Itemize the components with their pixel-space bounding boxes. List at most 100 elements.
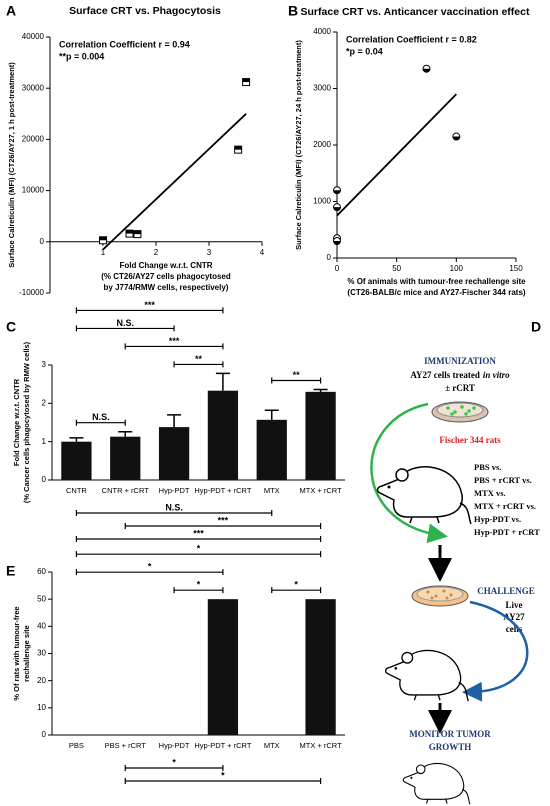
data-point <box>333 186 341 195</box>
group-line: PBS + rCRT vs. <box>474 475 532 485</box>
data-point <box>125 229 134 238</box>
x-tick-label: CNTR <box>66 486 87 495</box>
y-tick-label: -10000 <box>19 288 44 297</box>
error-bar <box>313 388 328 392</box>
group-line: Hyp-PDT + rCRT <box>474 527 540 537</box>
y-tick-label: 0 <box>40 237 45 246</box>
significance-bracket <box>124 523 322 529</box>
challenge-arrow <box>462 600 529 702</box>
y-tick-label: 20000 <box>22 135 45 144</box>
petri-dish-inner <box>436 402 484 418</box>
x-tick-label: PBS <box>69 741 84 750</box>
y-tick-label: 60 <box>37 567 46 576</box>
fit-line <box>336 93 457 217</box>
significance-label: *** <box>218 515 229 525</box>
data-point <box>422 64 431 73</box>
significance-label: ** <box>195 354 203 364</box>
y-axis-label: Fold Change w.r.t. CNTR <box>12 378 21 466</box>
bar <box>158 427 190 480</box>
significance-bracket <box>124 778 322 784</box>
rat-icon <box>384 649 470 702</box>
step-title: GROWTH <box>429 742 472 752</box>
annotation: **p = 0.004 <box>59 51 104 61</box>
bar <box>305 391 336 480</box>
marker-fill <box>242 78 250 83</box>
significance-bracket <box>124 343 224 350</box>
group-line: MTX vs. <box>474 488 506 498</box>
x-tick-label: 3 <box>207 248 212 257</box>
y-tick-label: 0 <box>42 730 47 739</box>
y-tick-label: 10 <box>37 703 46 712</box>
data-point <box>234 145 243 154</box>
y-tick-label: 2 <box>42 398 47 407</box>
data-point <box>333 237 341 246</box>
data-point <box>452 132 461 141</box>
y-tick-label: 2000 <box>313 140 331 149</box>
treatment-part: in vitro <box>483 370 510 380</box>
significance-label: * <box>221 770 225 780</box>
significance-label: N.S. <box>165 502 183 512</box>
y-axis-label: (% Cancer cells phagocytosed by RMW cell… <box>22 341 31 503</box>
x-axis-label: (CT26-BALB/c mice and AY27-Fischer 344 r… <box>347 288 525 297</box>
error-bar <box>69 437 84 442</box>
significance-bracket <box>75 569 224 576</box>
data-point <box>242 78 251 87</box>
cells-line: AY27 <box>503 612 525 622</box>
significance-label: * <box>197 544 201 554</box>
y-tick-label: 0 <box>327 253 332 262</box>
y-tick-label: 40000 <box>22 32 45 41</box>
treatment-text: AY27 cells treated in vitro <box>410 370 510 380</box>
annotation: Correlation Coefficient r = 0.82 <box>346 34 477 44</box>
significance-label: N.S. <box>92 412 110 422</box>
y-tick-label: 1 <box>42 437 47 446</box>
significance-label: * <box>172 757 176 767</box>
bar <box>305 599 336 735</box>
marker-fill <box>133 230 141 235</box>
y-tick-label: 4000 <box>313 27 331 36</box>
y-tick-label: 20 <box>37 676 46 685</box>
significance-bracket <box>75 419 126 426</box>
marker-fill <box>126 230 133 234</box>
panel-letter: D <box>531 319 541 335</box>
significance-bracket <box>173 361 224 368</box>
significance-label: * <box>294 580 298 590</box>
panel-letter: C <box>6 319 16 335</box>
significance-bracket <box>75 307 224 314</box>
x-tick-label: Hyp-PDT + rCRT <box>194 741 251 750</box>
significance-bracket <box>271 587 322 594</box>
x-tick-label: Hyp-PDT <box>159 741 190 750</box>
significance-label: * <box>148 562 152 572</box>
x-axis-label: (% CT26/AY27 cells phagocytosed <box>101 272 231 281</box>
x-tick-label: PBS + rCRT <box>105 741 147 750</box>
marker-fill <box>234 146 242 150</box>
significance-bracket <box>124 765 224 771</box>
chart-title: Surface CRT vs. Anticancer vaccination e… <box>301 6 530 18</box>
x-tick-label: Hyp-PDT + rCRT <box>194 486 251 495</box>
y-tick-label: 30000 <box>22 83 45 92</box>
x-tick-label: Hyp-PDT <box>159 486 190 495</box>
error-bar <box>264 409 279 420</box>
chart-title: Surface CRT vs. Phagocytosis <box>69 5 221 17</box>
group-line: PBS vs. <box>474 462 501 472</box>
significance-bracket <box>75 325 175 332</box>
significance-bracket <box>173 587 224 594</box>
x-axis-label: Fold Change w.r.t. CNTR <box>119 261 212 270</box>
annotation: Correlation Coefficient r = 0.94 <box>59 39 190 49</box>
x-tick-label: MTX + rCRT <box>300 741 343 750</box>
error-bar <box>215 372 230 391</box>
y-tick-label: 50 <box>37 594 46 603</box>
annotation: *p = 0.04 <box>346 46 383 56</box>
panel-letter: E <box>6 563 15 579</box>
petri-dish-inner <box>416 586 464 602</box>
rats-label: Fischer 344 rats <box>439 435 501 445</box>
significance-label: * <box>197 580 201 590</box>
step-title: IMMUNIZATION <box>424 356 496 366</box>
significance-label: ** <box>293 370 301 380</box>
data-point <box>99 236 107 245</box>
immunization-arrow <box>370 402 448 544</box>
y-axis-label: rechallenge site <box>22 625 31 682</box>
y-axis-label: Surface Calreticulin (MFI) (CT26/AY27, 2… <box>294 40 303 250</box>
y-tick-label: 0 <box>42 475 47 484</box>
x-tick-label: MTX + rCRT <box>300 486 343 495</box>
x-tick-label: MTX <box>264 486 280 495</box>
